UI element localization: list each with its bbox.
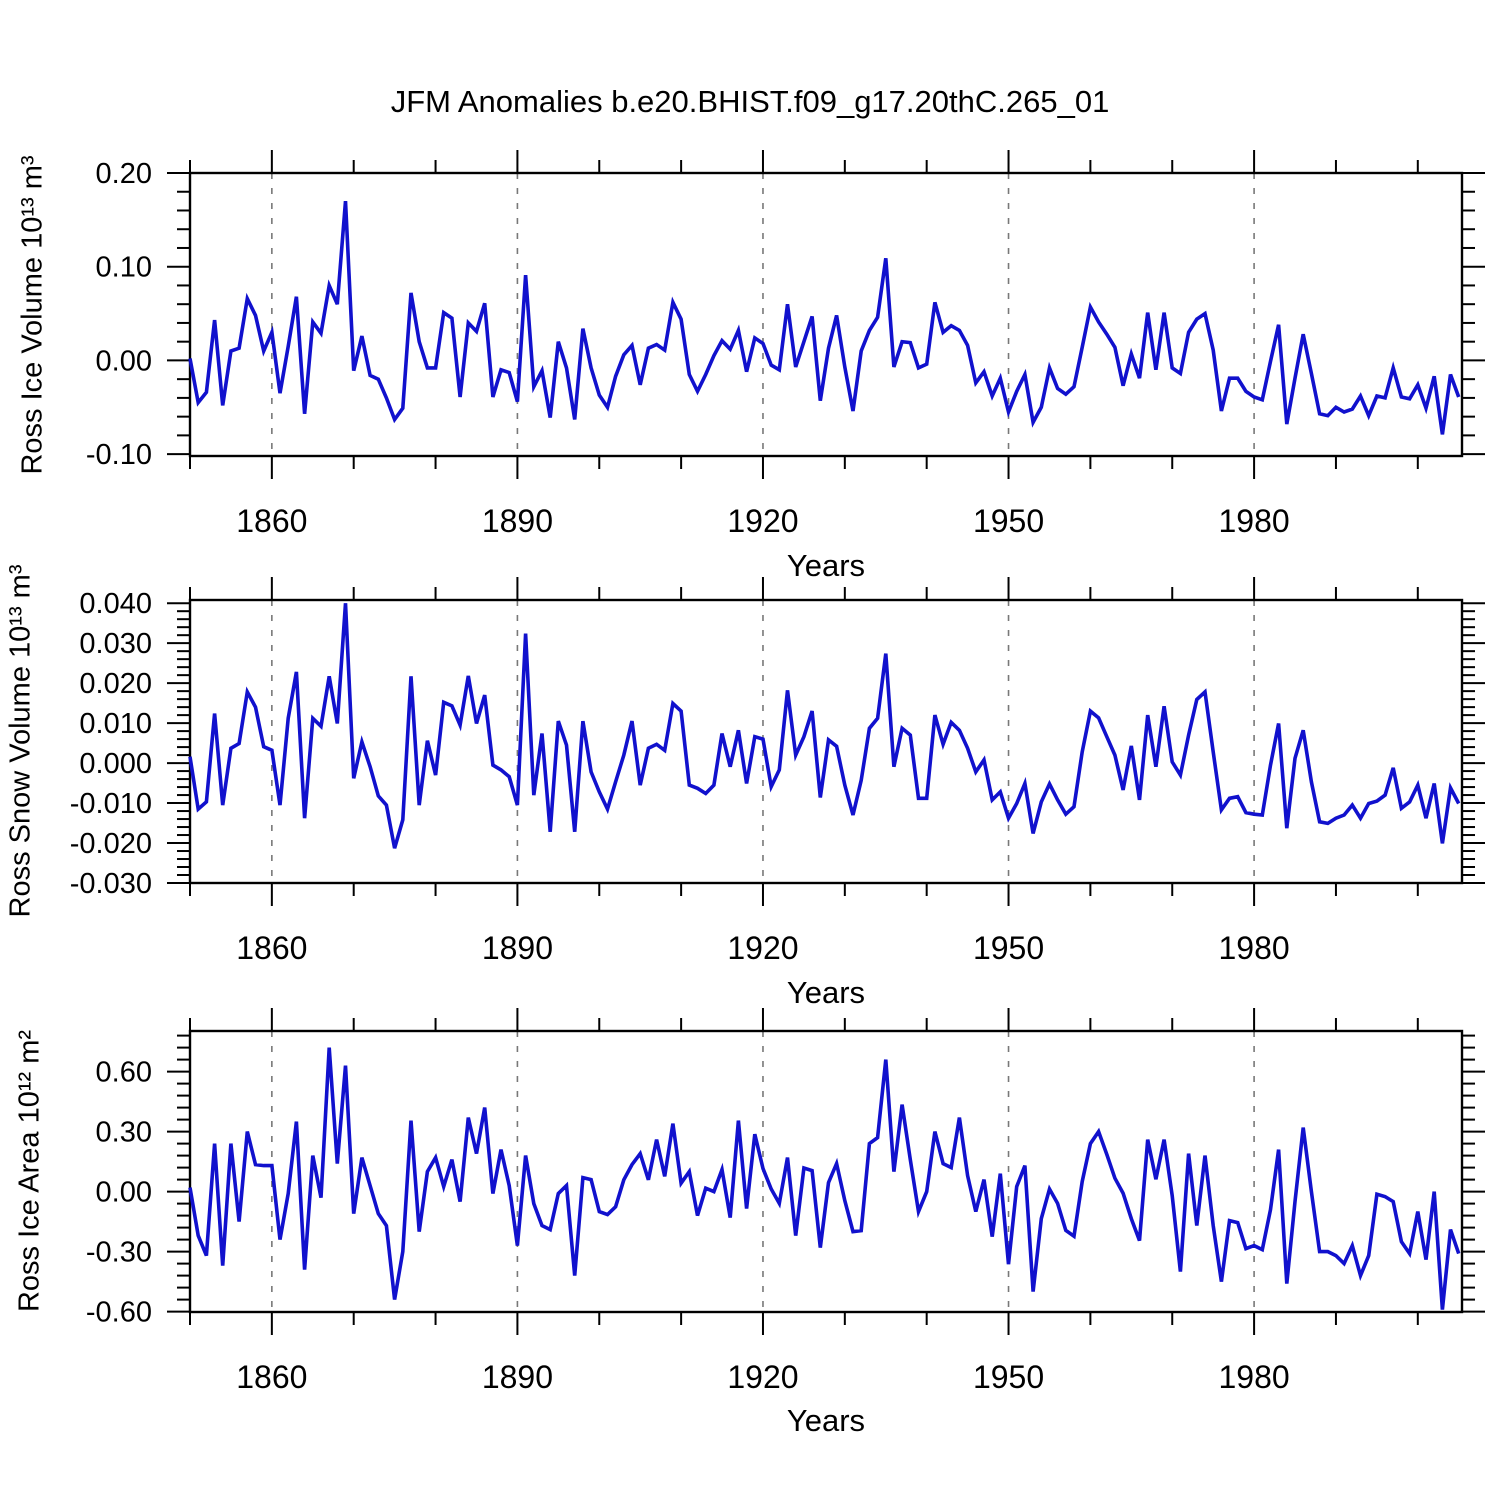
svg-text:Years: Years xyxy=(787,1403,865,1438)
svg-text:1980: 1980 xyxy=(1218,1359,1289,1395)
svg-text:0.30: 0.30 xyxy=(96,1117,152,1149)
svg-text:1860: 1860 xyxy=(236,503,307,539)
chart-snow-volume: 1860 1890 1920 1950 1980 0.040 0.030 0.020 0.010… xyxy=(70,577,1485,1010)
chart-ice-volume: 1860 1890 1920 1950 1980 0.20 0.10 0.00 -0.10 Yea… xyxy=(86,150,1485,583)
svg-text:0.030: 0.030 xyxy=(79,628,152,660)
svg-text:1890: 1890 xyxy=(482,503,553,539)
svg-text:0.040: 0.040 xyxy=(79,588,152,620)
svg-text:1890: 1890 xyxy=(482,1359,553,1395)
svg-text:1920: 1920 xyxy=(727,930,798,966)
svg-text:0.010: 0.010 xyxy=(79,708,152,740)
svg-text:0.000: 0.000 xyxy=(79,748,152,780)
svg-text:1920: 1920 xyxy=(727,503,798,539)
svg-text:1950: 1950 xyxy=(973,503,1044,539)
svg-text:1980: 1980 xyxy=(1218,503,1289,539)
svg-text:0.020: 0.020 xyxy=(79,668,152,700)
svg-text:1860: 1860 xyxy=(236,930,307,966)
svg-text:1920: 1920 xyxy=(727,1359,798,1395)
series-ice-area xyxy=(188,1047,1461,1310)
svg-text:0.60: 0.60 xyxy=(96,1057,152,1089)
svg-text:0.00: 0.00 xyxy=(96,1177,152,1209)
svg-text:-0.30: -0.30 xyxy=(86,1237,152,1269)
svg-text:1980: 1980 xyxy=(1218,930,1289,966)
svg-text:-0.020: -0.020 xyxy=(70,828,152,860)
chart-ice-area: 1860 1890 1920 1950 1980 0.60 0.30 0.00 -0.30 -0.… xyxy=(86,1008,1485,1438)
series-ice-volume xyxy=(188,200,1461,435)
series-snow-volume xyxy=(188,603,1461,849)
svg-text:1890: 1890 xyxy=(482,930,553,966)
figure-title: JFM Anomalies b.e20.BHIST.f09_g17.20thC.… xyxy=(390,84,1110,119)
svg-text:-0.010: -0.010 xyxy=(70,788,152,820)
svg-text:0.20: 0.20 xyxy=(96,158,152,190)
svg-text:-0.60: -0.60 xyxy=(86,1297,152,1329)
svg-text:1860: 1860 xyxy=(236,1359,307,1395)
svg-text:0.00: 0.00 xyxy=(96,345,152,377)
svg-text:1950: 1950 xyxy=(973,1359,1044,1395)
svg-text:-0.030: -0.030 xyxy=(70,868,152,900)
svg-text:0.10: 0.10 xyxy=(96,252,152,284)
svg-text:1950: 1950 xyxy=(973,930,1044,966)
svg-text:Years: Years xyxy=(787,548,865,583)
svg-text:Years: Years xyxy=(787,975,865,1010)
svg-text:-0.10: -0.10 xyxy=(86,439,152,471)
